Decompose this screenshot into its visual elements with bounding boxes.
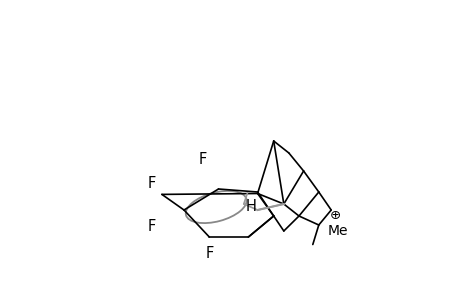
Text: F: F bbox=[198, 152, 206, 166]
Text: ⊕: ⊕ bbox=[329, 208, 340, 222]
Text: H: H bbox=[245, 200, 256, 214]
Text: F: F bbox=[205, 246, 213, 261]
Text: Me: Me bbox=[327, 224, 347, 238]
Text: F: F bbox=[147, 176, 156, 190]
Text: F: F bbox=[147, 219, 156, 234]
